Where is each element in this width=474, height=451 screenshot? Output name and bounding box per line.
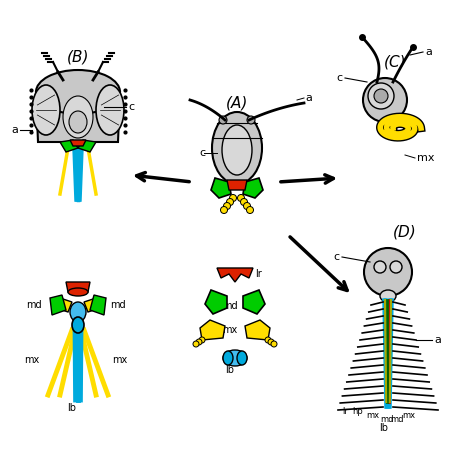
Circle shape <box>364 248 412 296</box>
Ellipse shape <box>69 111 87 133</box>
Polygon shape <box>90 295 106 315</box>
Circle shape <box>271 341 277 347</box>
Text: (A): (A) <box>226 96 248 110</box>
Circle shape <box>220 207 228 213</box>
Circle shape <box>240 198 247 206</box>
Text: a: a <box>434 335 441 345</box>
Polygon shape <box>66 282 90 292</box>
Circle shape <box>246 207 254 213</box>
Text: mx: mx <box>24 355 39 365</box>
Text: mx: mx <box>402 411 415 420</box>
Circle shape <box>227 198 234 206</box>
Polygon shape <box>243 178 263 198</box>
Polygon shape <box>243 290 265 314</box>
Text: mx: mx <box>417 153 435 163</box>
Text: lb: lb <box>67 403 76 413</box>
Text: c: c <box>128 102 134 112</box>
Polygon shape <box>245 320 270 340</box>
Text: a: a <box>305 93 312 103</box>
Circle shape <box>265 337 271 343</box>
Ellipse shape <box>63 96 93 138</box>
Circle shape <box>363 78 407 122</box>
Polygon shape <box>70 140 86 146</box>
Text: md: md <box>222 301 238 311</box>
Circle shape <box>268 339 274 345</box>
Polygon shape <box>227 180 247 190</box>
Circle shape <box>374 89 388 103</box>
Polygon shape <box>60 140 78 152</box>
Text: md: md <box>110 300 126 310</box>
Circle shape <box>193 341 199 347</box>
Circle shape <box>219 116 227 124</box>
Polygon shape <box>36 92 120 142</box>
Ellipse shape <box>212 112 262 184</box>
Text: lr: lr <box>255 269 262 279</box>
Ellipse shape <box>222 125 252 175</box>
Text: (B): (B) <box>67 50 89 64</box>
Circle shape <box>247 116 255 124</box>
Ellipse shape <box>68 288 88 296</box>
Circle shape <box>199 337 205 343</box>
Polygon shape <box>56 298 72 312</box>
Circle shape <box>390 261 402 273</box>
Ellipse shape <box>237 351 247 365</box>
Polygon shape <box>200 320 225 340</box>
Text: c: c <box>199 148 205 158</box>
Circle shape <box>229 194 237 202</box>
Ellipse shape <box>72 317 84 333</box>
Text: mx: mx <box>366 411 379 420</box>
Polygon shape <box>50 295 66 315</box>
Text: md: md <box>390 415 403 424</box>
Circle shape <box>374 261 386 273</box>
Text: hp: hp <box>352 408 363 417</box>
Ellipse shape <box>380 290 396 302</box>
Circle shape <box>224 202 230 210</box>
Text: lb: lb <box>380 423 389 433</box>
Text: c: c <box>337 73 343 83</box>
Ellipse shape <box>223 350 247 366</box>
Circle shape <box>196 339 202 345</box>
Ellipse shape <box>96 85 124 135</box>
Ellipse shape <box>223 351 233 365</box>
Polygon shape <box>84 298 100 312</box>
Ellipse shape <box>36 70 120 114</box>
Text: mx: mx <box>112 355 127 365</box>
Text: c: c <box>334 252 340 262</box>
Circle shape <box>368 83 394 109</box>
Text: (D): (D) <box>393 225 417 239</box>
Polygon shape <box>211 178 231 198</box>
Ellipse shape <box>32 85 60 135</box>
Polygon shape <box>217 268 253 282</box>
Text: mx: mx <box>222 325 237 335</box>
Text: md: md <box>26 300 42 310</box>
Text: (C): (C) <box>383 55 406 69</box>
Text: a: a <box>425 47 432 57</box>
Polygon shape <box>205 290 227 314</box>
Text: lb: lb <box>226 365 235 375</box>
Ellipse shape <box>70 302 86 322</box>
Circle shape <box>244 202 250 210</box>
Text: a: a <box>11 125 18 135</box>
Polygon shape <box>78 140 96 152</box>
Circle shape <box>237 194 245 202</box>
Text: md: md <box>380 415 393 424</box>
Text: lr: lr <box>342 408 348 417</box>
